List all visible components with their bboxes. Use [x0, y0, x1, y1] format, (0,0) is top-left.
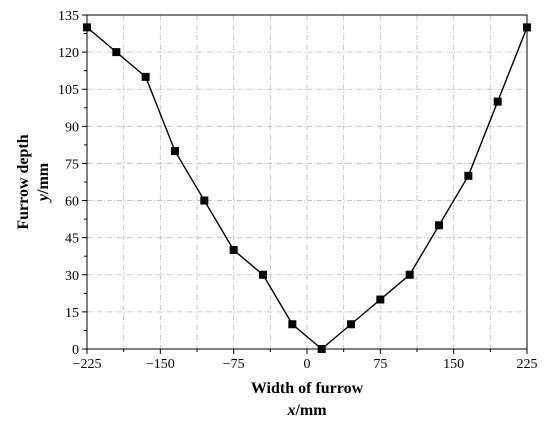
y-tick-label: 30: [65, 269, 79, 284]
series-line: [86, 26, 528, 350]
data-point: [347, 320, 355, 329]
data-point: [405, 270, 414, 279]
x-tick-label: −150: [146, 357, 175, 372]
x-tick-label: 75: [373, 357, 387, 372]
data-point: [200, 196, 209, 205]
y-tick-label: 60: [65, 195, 79, 210]
data-point: [493, 97, 502, 106]
y-tick-label: 0: [72, 343, 79, 358]
data-point: [376, 295, 385, 304]
y-axis-ticks: 0 15 30 45 60 75 90 105 120 135: [58, 9, 87, 358]
data-point: [435, 221, 443, 230]
x-tick-label: 0: [304, 357, 311, 372]
grid-lines: [87, 15, 527, 349]
data-point: [229, 246, 238, 255]
x-axis-ticks: −225 −150 −75 0 75 150 225: [73, 349, 538, 372]
y-axis-title: Furrow depth y/mm: [15, 134, 52, 229]
x-axis-label: Width of furrow: [251, 380, 364, 397]
y-tick-label: 45: [65, 232, 79, 247]
y-axis-label: Furrow depth: [15, 134, 32, 229]
y-tick-label: 75: [65, 157, 79, 172]
data-point: [317, 345, 326, 353]
series-markers: [83, 23, 531, 353]
y-tick-label: 105: [58, 83, 79, 98]
y-tick-label: 15: [65, 306, 79, 321]
y-tick-label: 120: [58, 46, 79, 61]
data-point: [112, 48, 121, 57]
data-point: [523, 23, 531, 32]
y-tick-label: 90: [65, 120, 79, 135]
x-tick-label: −225: [73, 357, 102, 372]
x-tick-label: −75: [223, 357, 245, 372]
x-tick-label: 150: [443, 357, 464, 372]
data-point: [288, 320, 297, 329]
data-point: [259, 270, 267, 279]
data-point: [83, 23, 91, 32]
x-axis-unit: x/mm: [286, 402, 327, 419]
y-tick-label: 135: [58, 9, 79, 24]
y-axis-unit: y/mm: [35, 162, 52, 203]
data-point: [464, 171, 473, 180]
data-point: [171, 147, 179, 156]
x-tick-label: 225: [517, 357, 538, 372]
data-point: [141, 72, 150, 81]
